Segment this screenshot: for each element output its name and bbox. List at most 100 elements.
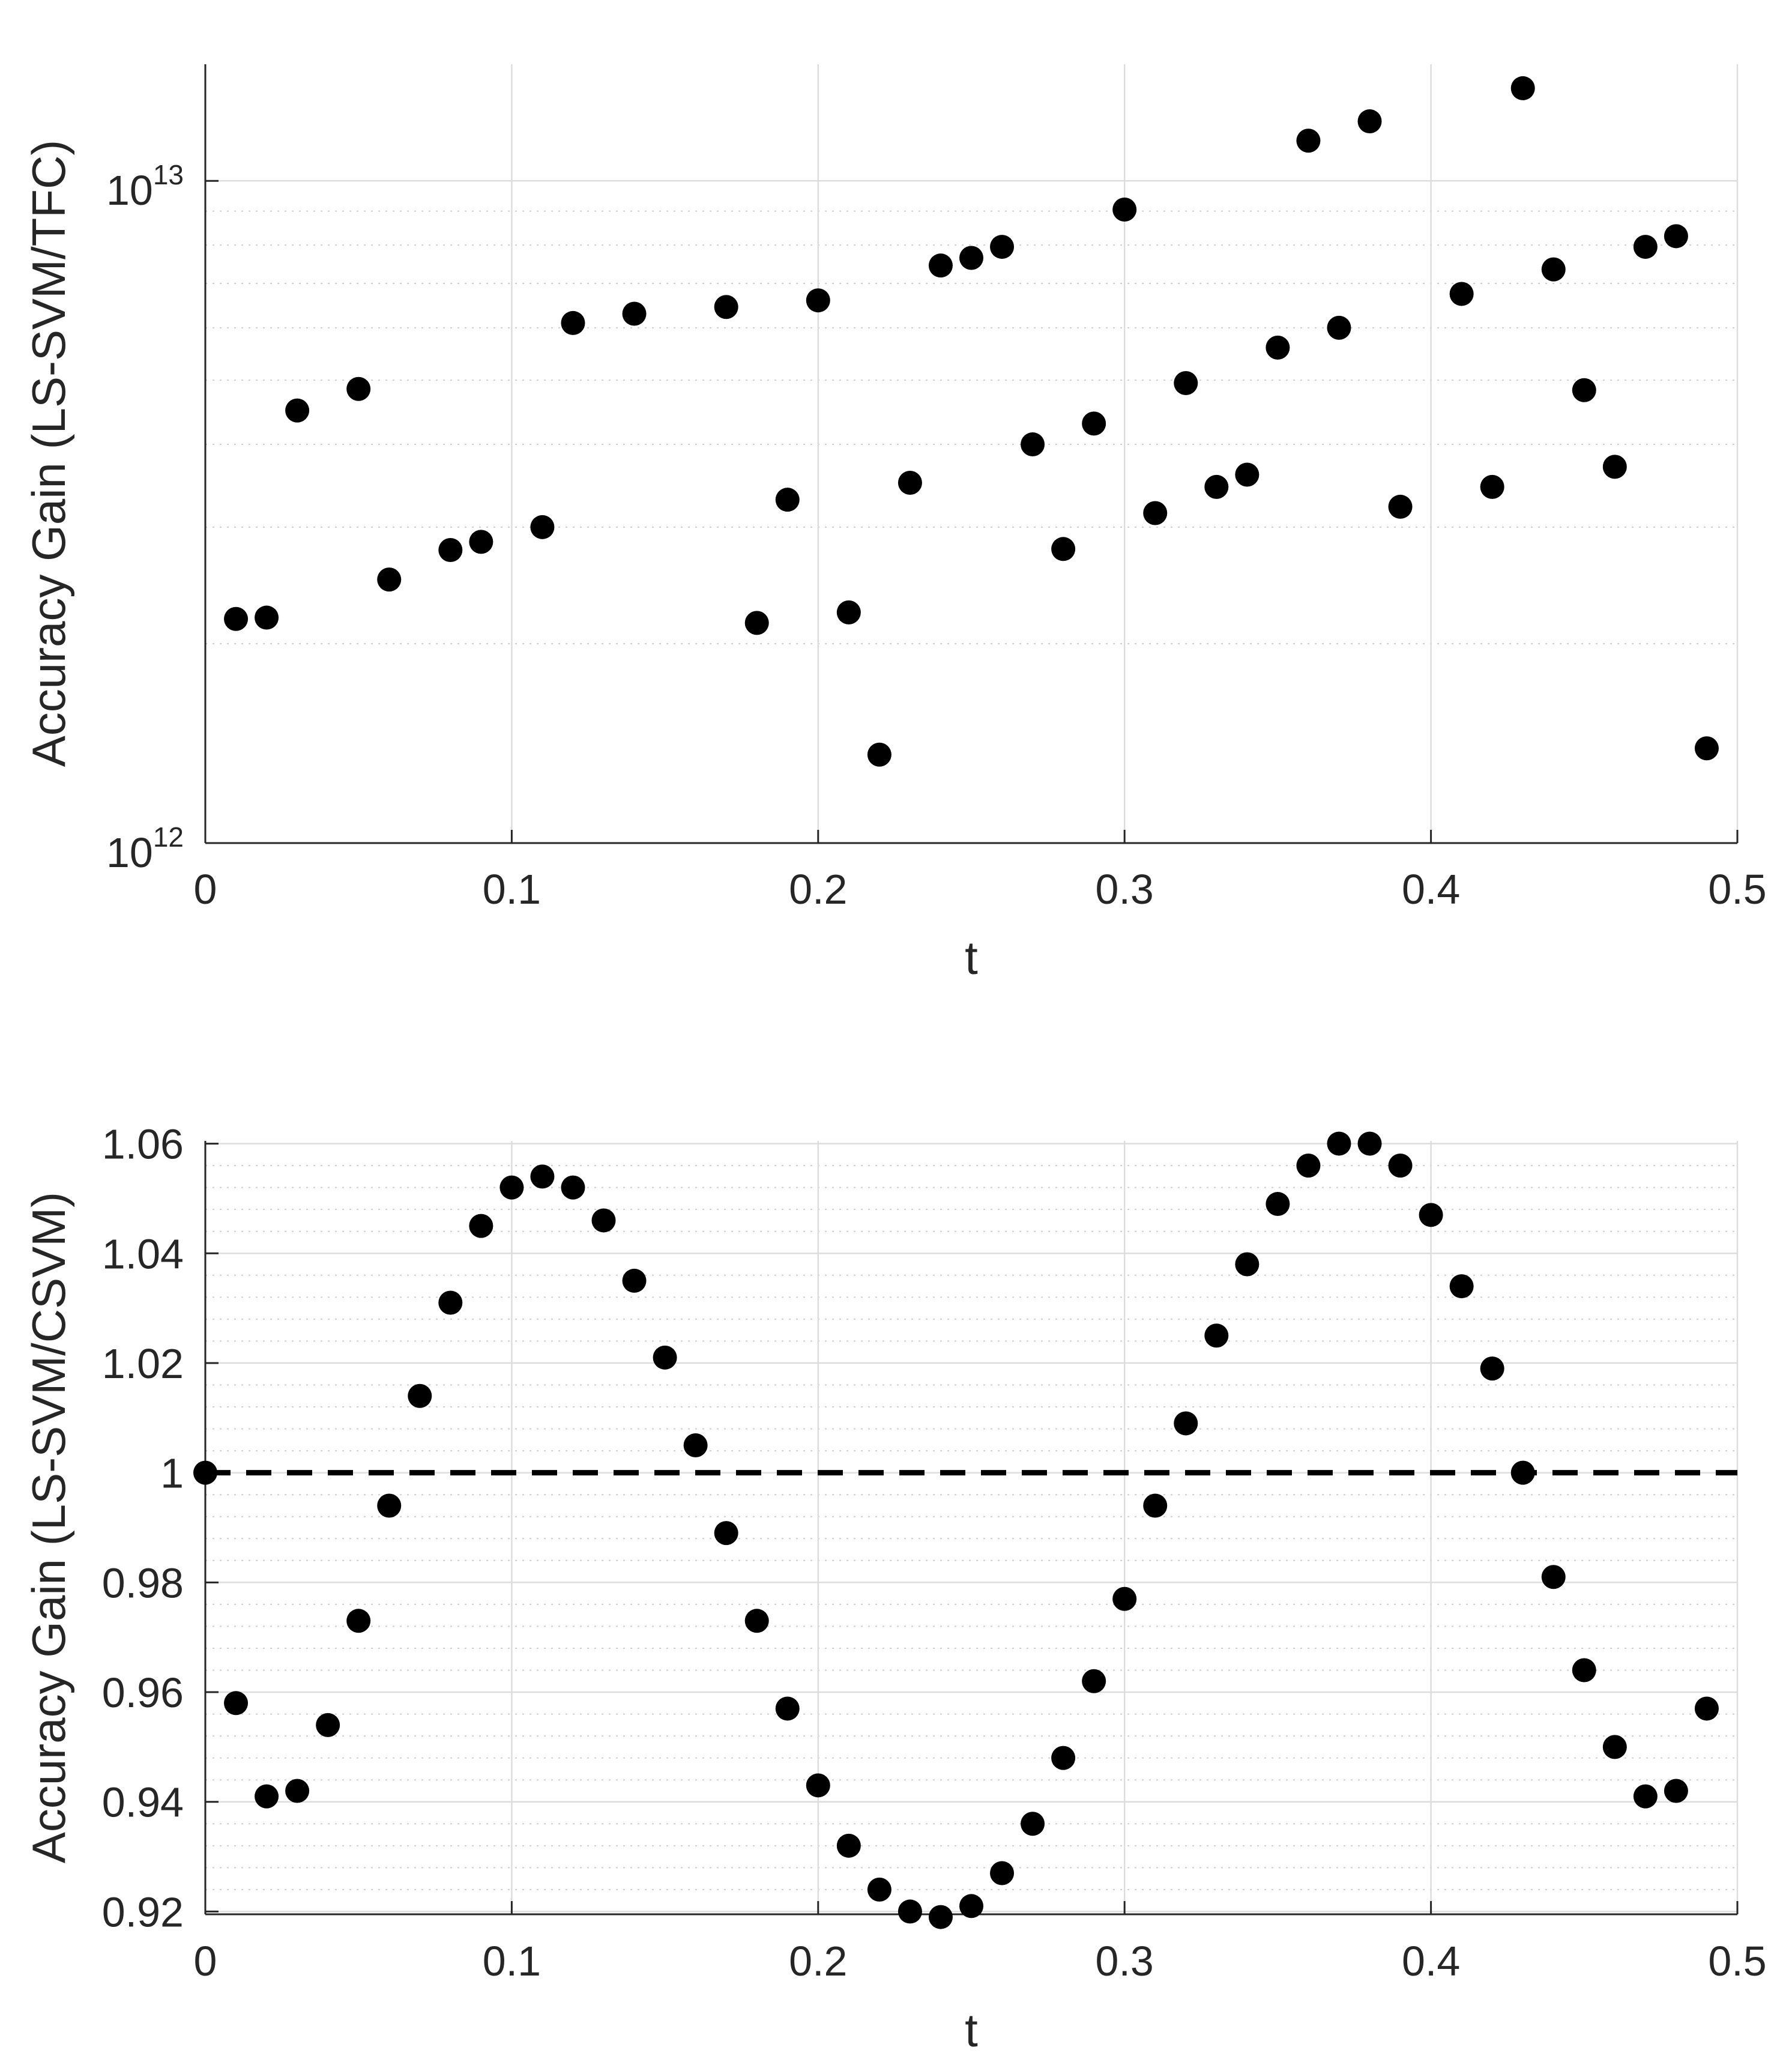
data-point <box>1021 1812 1045 1836</box>
x-tick-label: 0.4 <box>1402 1938 1460 1985</box>
data-point <box>775 488 800 512</box>
data-point <box>744 611 769 635</box>
data-point <box>959 246 983 270</box>
x-axis-label: t <box>965 2004 978 2057</box>
data-point <box>1602 1735 1627 1759</box>
data-point <box>1357 1131 1382 1156</box>
data-point <box>867 742 891 767</box>
data-point <box>224 1691 249 1716</box>
data-point <box>1112 1586 1137 1611</box>
data-point <box>255 1784 279 1809</box>
data-point <box>1510 76 1535 100</box>
y-axis-label: Accuracy Gain (LS-SVM/CSVM) <box>22 1192 75 1863</box>
data-point <box>1694 736 1719 761</box>
data-point <box>806 288 830 313</box>
data-point <box>561 310 585 335</box>
data-point <box>469 530 493 554</box>
data-point <box>1051 1746 1076 1770</box>
data-point <box>316 1713 340 1737</box>
data-point <box>438 1290 463 1315</box>
data-point <box>255 605 279 630</box>
data-point <box>1112 198 1137 222</box>
data-points <box>193 1131 1719 1929</box>
data-point <box>1510 1460 1535 1485</box>
data-point <box>714 1521 738 1546</box>
data-point <box>193 1460 217 1485</box>
data-point <box>1296 128 1321 153</box>
x-tick-label: 0.2 <box>789 1938 847 1985</box>
data-point <box>928 1905 953 1929</box>
data-point <box>653 1345 677 1370</box>
data-point <box>1082 411 1106 436</box>
data-point <box>622 1268 647 1293</box>
data-point <box>622 301 647 326</box>
x-tick-label: 0 <box>194 866 217 913</box>
data-point <box>224 606 249 631</box>
data-point <box>1541 1565 1566 1589</box>
data-point <box>1602 455 1627 479</box>
data-point <box>898 1899 922 1924</box>
data-point <box>1235 462 1260 487</box>
x-axis-label: t <box>965 931 978 984</box>
data-point <box>469 1214 493 1238</box>
x-tick-label: 0.2 <box>789 866 847 913</box>
data-point <box>285 1779 310 1803</box>
data-point <box>438 538 463 563</box>
data-point <box>1204 474 1229 499</box>
y-tick-label: 1013 <box>106 159 184 214</box>
data-point <box>1051 537 1076 561</box>
data-point <box>530 1164 555 1189</box>
y-tick-label: 1.02 <box>102 1340 184 1387</box>
data-point <box>1633 1784 1658 1809</box>
data-point <box>408 1383 432 1408</box>
data-point <box>377 567 402 592</box>
x-tick-label: 0.5 <box>1708 866 1766 913</box>
data-point <box>591 1208 616 1233</box>
data-point <box>346 1609 371 1633</box>
data-point <box>683 1433 708 1457</box>
x-tick-label: 0.3 <box>1096 866 1154 913</box>
x-tick-label: 0 <box>194 1938 217 1985</box>
x-tick-label: 0.1 <box>483 1938 541 1985</box>
data-point <box>836 1833 861 1858</box>
data-point <box>1664 1779 1688 1803</box>
data-point <box>1266 1192 1290 1217</box>
data-point <box>1480 474 1504 499</box>
data-point <box>1694 1696 1719 1721</box>
top-scatter-chart: 0 0.1 0.2 0.3 0.4 0.5 1012 1013 t Accuracy Gain (… <box>22 64 1767 984</box>
data-point <box>499 1175 524 1200</box>
y-tick-label: 0.96 <box>102 1669 184 1716</box>
data-point <box>1388 494 1413 519</box>
data-point <box>1664 224 1688 249</box>
data-point <box>1419 1203 1443 1227</box>
y-tick-label: 0.98 <box>102 1559 184 1606</box>
data-point <box>530 515 555 539</box>
data-point <box>561 1175 585 1200</box>
data-point <box>1572 378 1596 402</box>
grid <box>204 64 1739 844</box>
bottom-scatter-chart: 0 0.1 0.2 0.3 0.4 0.5 0.92 0.94 0.96 0.98 1 1.02 1.0… <box>22 1121 1767 2057</box>
data-point <box>1541 257 1566 282</box>
y-tick-label: 0.94 <box>102 1779 184 1826</box>
data-point <box>1480 1356 1504 1381</box>
x-tick-label: 0.5 <box>1708 1938 1766 1985</box>
data-point <box>1296 1153 1321 1178</box>
data-point <box>714 295 738 319</box>
data-point <box>1388 1153 1413 1178</box>
data-point <box>928 253 953 278</box>
grid <box>204 1141 1739 1914</box>
data-point <box>959 1894 983 1918</box>
data-point <box>1327 1131 1351 1156</box>
x-tick-label: 0.3 <box>1096 1938 1154 1985</box>
data-point <box>377 1493 402 1518</box>
data-point <box>990 235 1015 259</box>
x-tick-label: 0.1 <box>483 866 541 913</box>
data-point <box>1357 109 1382 134</box>
data-point <box>836 600 861 624</box>
y-axis-label: Accuracy Gain (LS-SVM/TFC) <box>22 140 75 767</box>
y-tick-label: 0.92 <box>102 1888 184 1935</box>
data-point <box>1449 282 1474 306</box>
data-point <box>1633 235 1658 259</box>
data-point <box>1266 335 1290 360</box>
